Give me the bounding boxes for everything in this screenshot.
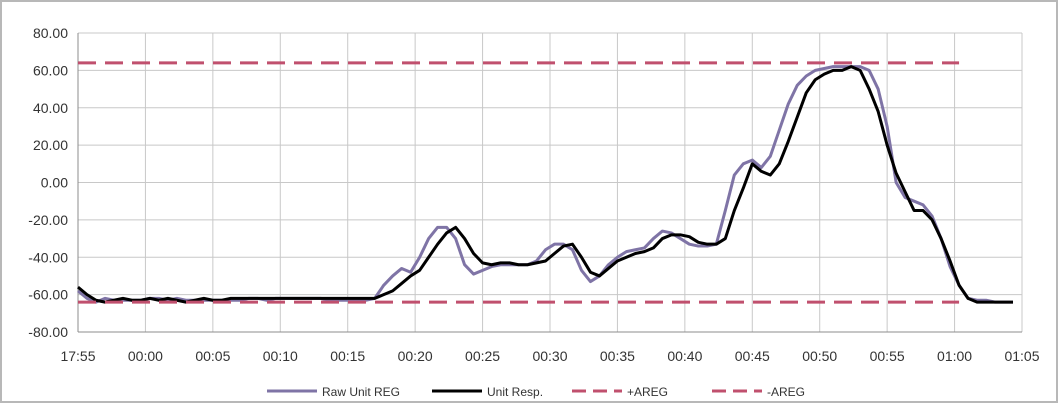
- y-tick-label: -60.00: [28, 287, 68, 303]
- axes: [77, 33, 1022, 333]
- series-line-raw-unit-reg: [77, 65, 1014, 304]
- y-tick-label: 0.00: [41, 175, 68, 191]
- x-tick-label: 00:30: [532, 348, 567, 364]
- x-tick-label: 00:15: [330, 348, 365, 364]
- x-tick-label: 01:05: [1004, 348, 1039, 364]
- x-tick-label: 00:45: [735, 348, 770, 364]
- y-tick-label: 20.00: [33, 137, 68, 153]
- x-tick-label: 17:55: [60, 348, 95, 364]
- gridlines: [77, 32, 1023, 333]
- x-tick-label: 00:10: [263, 348, 298, 364]
- x-tick-label: 00:55: [870, 348, 905, 364]
- x-tick-label: 00:05: [195, 348, 230, 364]
- x-tick-label: 00:00: [128, 348, 163, 364]
- series-lines: [77, 61, 1014, 304]
- line-chart: 80.00 60.00 40.00 20.00 0.00 -20.00 -40.00 -60.…: [28, 25, 1039, 399]
- y-tick-label: -80.00: [28, 324, 68, 340]
- legend-label: +AREG: [627, 385, 668, 399]
- y-tick-label: 80.00: [33, 25, 68, 41]
- y-tick-label: -40.00: [28, 249, 68, 265]
- legend-label: -AREG: [767, 385, 805, 399]
- x-tick-labels: 17:55 00:00 00:05 00:10 00:15 00:20 00:25 00:30…: [60, 348, 1039, 364]
- x-tick-label: 00:40: [667, 348, 702, 364]
- y-tick-label: 40.00: [33, 100, 68, 116]
- x-tick-label: 01:00: [937, 348, 972, 364]
- x-tick-label: 00:25: [465, 348, 500, 364]
- legend: Raw Unit REG Unit Resp. +AREG -AREG: [267, 385, 805, 399]
- y-tick-labels: 80.00 60.00 40.00 20.00 0.00 -20.00 -40.00 -60.…: [28, 25, 68, 340]
- x-tick-label: 00:35: [600, 348, 635, 364]
- y-tick-label: 60.00: [33, 62, 68, 78]
- y-tick-label: -20.00: [28, 212, 68, 228]
- legend-label: Unit Resp.: [487, 385, 543, 399]
- x-tick-label: 00:50: [802, 348, 837, 364]
- legend-label: Raw Unit REG: [322, 385, 400, 399]
- series-line-unit-resp: [77, 65, 1014, 304]
- x-tick-label: 00:20: [398, 348, 433, 364]
